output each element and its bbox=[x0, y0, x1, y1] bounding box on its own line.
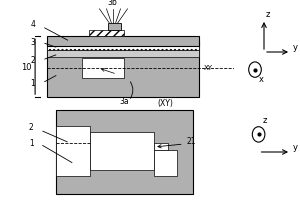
Text: 3: 3 bbox=[30, 38, 35, 47]
Bar bbox=[47, 36, 199, 46]
Text: 1: 1 bbox=[29, 140, 34, 148]
Bar bbox=[47, 41, 199, 97]
Text: 3b: 3b bbox=[107, 0, 117, 7]
Text: y: y bbox=[293, 143, 298, 152]
Bar bbox=[154, 143, 168, 150]
Text: 2: 2 bbox=[29, 123, 34, 132]
Text: 21: 21 bbox=[186, 138, 196, 146]
Bar bbox=[90, 132, 154, 170]
Text: 10: 10 bbox=[21, 63, 32, 72]
Bar bbox=[56, 126, 90, 176]
Bar bbox=[89, 30, 124, 36]
Bar bbox=[154, 150, 177, 176]
Text: z: z bbox=[262, 116, 267, 125]
Bar bbox=[47, 50, 199, 57]
Text: 3a: 3a bbox=[119, 97, 129, 106]
Text: x: x bbox=[259, 75, 264, 84]
Bar bbox=[56, 110, 193, 194]
Text: y: y bbox=[293, 43, 298, 52]
Bar bbox=[47, 46, 199, 50]
Text: (XY): (XY) bbox=[158, 99, 173, 108]
Bar bbox=[108, 23, 121, 30]
Text: 2: 2 bbox=[30, 56, 35, 65]
Bar bbox=[82, 58, 124, 78]
Text: 1: 1 bbox=[30, 79, 35, 88]
Text: XY: XY bbox=[204, 65, 213, 71]
Text: 4: 4 bbox=[30, 20, 35, 29]
Text: z: z bbox=[266, 10, 270, 19]
